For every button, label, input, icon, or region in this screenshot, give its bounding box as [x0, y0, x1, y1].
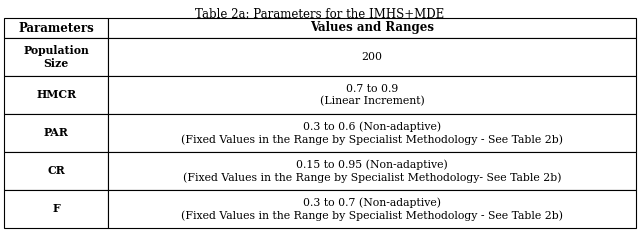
Text: 0.3 to 0.6 (Non-adaptive)
(Fixed Values in the Range by Specialist Methodology -: 0.3 to 0.6 (Non-adaptive) (Fixed Values … — [181, 121, 563, 145]
Bar — [108, 114, 636, 152]
Text: HMCR: HMCR — [36, 89, 76, 100]
Text: 0.15 to 0.95 (Non-adaptive)
(Fixed Values in the Range by Specialist Methodology: 0.15 to 0.95 (Non-adaptive) (Fixed Value… — [183, 159, 561, 183]
Text: Population
Size: Population Size — [23, 45, 89, 69]
Bar — [4, 190, 108, 228]
Bar — [4, 18, 108, 38]
Text: CR: CR — [47, 165, 65, 176]
Bar — [108, 190, 636, 228]
Text: Values and Ranges: Values and Ranges — [310, 21, 434, 34]
Text: F: F — [52, 204, 60, 215]
Text: Table 2a: Parameters for the IMHS+MDE: Table 2a: Parameters for the IMHS+MDE — [195, 8, 445, 21]
Bar — [108, 76, 636, 114]
Text: Parameters: Parameters — [19, 21, 94, 34]
Bar — [4, 38, 108, 76]
Bar — [108, 18, 636, 38]
Bar — [108, 152, 636, 190]
Text: 0.7 to 0.9
(Linear Increment): 0.7 to 0.9 (Linear Increment) — [320, 84, 424, 106]
Bar — [108, 38, 636, 76]
Bar — [4, 114, 108, 152]
Text: PAR: PAR — [44, 128, 68, 139]
Bar — [4, 152, 108, 190]
Text: 200: 200 — [362, 52, 383, 62]
Text: 0.3 to 0.7 (Non-adaptive)
(Fixed Values in the Range by Specialist Methodology -: 0.3 to 0.7 (Non-adaptive) (Fixed Values … — [181, 197, 563, 221]
Bar — [4, 76, 108, 114]
